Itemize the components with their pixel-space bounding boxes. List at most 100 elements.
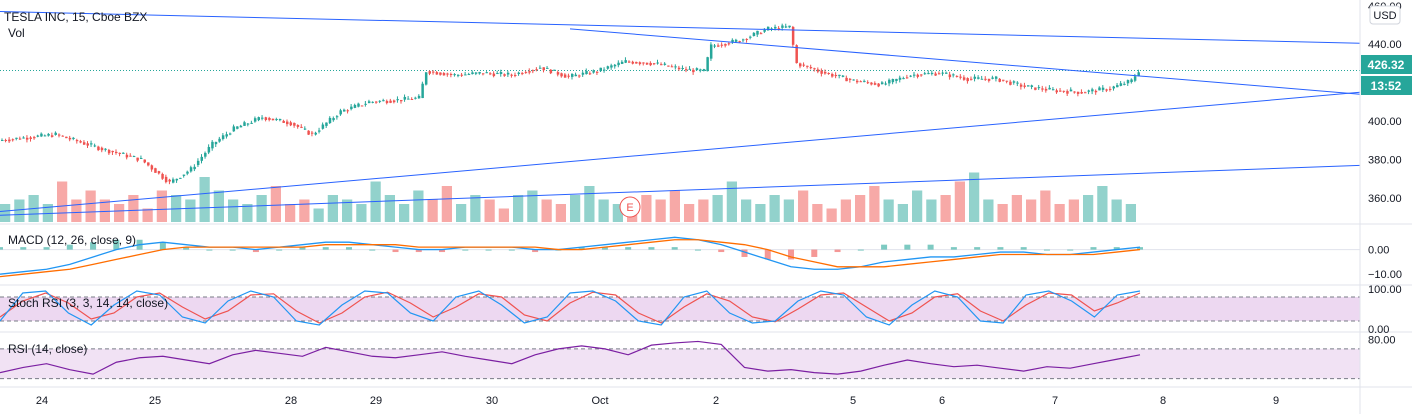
macd-pane[interactable] <box>0 236 1360 278</box>
candle <box>471 72 474 75</box>
candle <box>499 72 503 75</box>
candle <box>65 136 68 139</box>
candle <box>400 99 403 102</box>
macd-histogram-bar <box>66 244 73 250</box>
candle <box>136 157 139 161</box>
trendline[interactable] <box>0 11 1361 44</box>
candle <box>47 133 50 136</box>
candle <box>852 79 855 81</box>
rsi-line[interactable] <box>0 340 1141 375</box>
stoch-rsi-pane[interactable] <box>0 290 1360 326</box>
candle <box>592 70 595 73</box>
volume-bar <box>156 190 167 222</box>
trendline[interactable] <box>569 28 1361 95</box>
volume-bar <box>541 199 552 222</box>
candle <box>734 39 738 42</box>
candle <box>68 137 72 140</box>
candle <box>645 62 649 65</box>
main-price-pane[interactable] <box>0 11 1361 222</box>
volume-bar <box>1026 199 1037 222</box>
candle <box>157 171 161 174</box>
macd-histogram-bar <box>1020 247 1027 250</box>
candle <box>834 74 838 77</box>
candle <box>980 78 984 80</box>
currency-button[interactable] <box>1369 5 1401 25</box>
stoch-tick-label: 0.00 <box>1368 324 1389 336</box>
candle <box>542 67 545 71</box>
candle <box>628 61 631 63</box>
candle <box>571 74 574 77</box>
candle <box>535 69 538 71</box>
time-tick-label: 7 <box>1052 395 1058 407</box>
stoch-k-line[interactable] <box>0 290 1141 326</box>
candle <box>253 118 257 122</box>
candle <box>417 95 421 99</box>
candle <box>920 74 923 76</box>
candle <box>310 132 314 134</box>
volume-bar <box>313 208 324 222</box>
candle <box>211 141 214 149</box>
macd-histogram-bar <box>811 249 818 257</box>
candle <box>25 137 29 140</box>
time-tick-label: 30 <box>486 395 498 407</box>
stoch-rsi-label[interactable]: Stoch RSI (3, 3, 14, 14, close) <box>8 296 168 310</box>
candle <box>58 134 61 136</box>
macd-histogram-bar <box>904 244 911 250</box>
candle <box>72 137 75 139</box>
earnings-marker[interactable] <box>619 196 641 218</box>
macd-histogram-bar <box>997 247 1004 250</box>
candle <box>549 69 553 74</box>
trendline[interactable] <box>0 91 1361 212</box>
candle <box>1123 83 1126 85</box>
candle <box>546 67 549 69</box>
candle <box>218 138 221 142</box>
candle <box>1133 76 1137 81</box>
symbol-title[interactable]: TESLA INC, 15, Cboe BZX <box>4 10 147 24</box>
candle <box>756 30 759 35</box>
macd-signal-line[interactable] <box>0 239 1141 278</box>
volume-bar <box>1111 199 1122 222</box>
candle <box>820 70 823 74</box>
macd-histogram-bar <box>276 249 283 251</box>
candle <box>763 29 766 32</box>
candle <box>856 80 859 83</box>
candle <box>781 25 784 28</box>
candle <box>353 104 357 108</box>
candle <box>111 150 114 153</box>
volume-bar <box>869 186 880 222</box>
rsi-label[interactable]: RSI (14, close) <box>8 342 87 356</box>
volume-bar <box>1097 186 1108 222</box>
candle <box>278 118 282 121</box>
volume-bar <box>242 204 253 222</box>
candle <box>474 72 478 74</box>
volume-label[interactable]: Vol <box>8 26 25 40</box>
candle <box>122 152 125 154</box>
candle <box>496 73 499 75</box>
macd-label[interactable]: MACD (12, 26, close, 9) <box>8 233 136 247</box>
candle <box>1116 85 1119 88</box>
candle <box>125 154 129 158</box>
candle <box>809 67 813 69</box>
candle <box>635 61 638 64</box>
candle <box>638 62 642 65</box>
candle <box>777 28 781 30</box>
trendline[interactable] <box>0 164 1361 216</box>
candle <box>1066 91 1069 94</box>
rsi-pane[interactable] <box>0 340 1360 380</box>
candle <box>948 74 952 78</box>
rsi-band-fill <box>0 348 1360 379</box>
candle <box>82 142 86 145</box>
candle <box>375 101 378 103</box>
candle <box>970 78 973 80</box>
candle <box>578 75 581 77</box>
volume-bar <box>228 199 239 222</box>
candle <box>514 74 517 76</box>
candle <box>246 123 250 125</box>
volume-bar <box>327 195 338 222</box>
volume-bar <box>42 204 53 222</box>
macd-line[interactable] <box>0 236 1141 275</box>
candle <box>132 156 136 158</box>
